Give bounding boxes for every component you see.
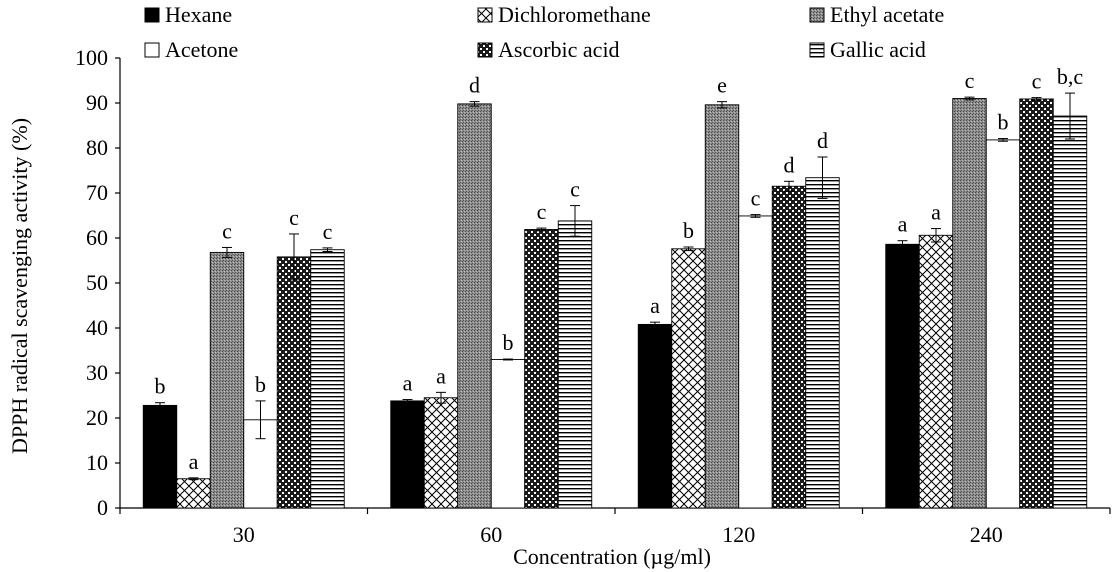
significance-label: b xyxy=(998,110,1009,135)
significance-label: a xyxy=(436,363,446,388)
bar xyxy=(209,251,245,509)
bar xyxy=(423,397,459,509)
bar xyxy=(524,228,559,509)
legend-swatch xyxy=(144,7,160,23)
legend-swatch xyxy=(477,7,493,23)
bar xyxy=(176,478,211,509)
significance-label: c xyxy=(537,199,547,224)
significance-label: a xyxy=(650,293,660,318)
significance-label: d xyxy=(784,152,795,177)
legend: Hexane Dichloromethane Ethyl acetate Aceton… xyxy=(144,2,944,62)
x-tick-label: 60 xyxy=(480,522,502,547)
bar xyxy=(557,220,593,509)
significance-label: c xyxy=(222,218,232,243)
bar xyxy=(142,404,178,509)
legend-swatch xyxy=(809,42,825,58)
y-tick-label: 0 xyxy=(97,495,108,520)
significance-label: a xyxy=(403,371,413,396)
x-tick-label: 240 xyxy=(970,522,1003,547)
bar xyxy=(310,249,345,509)
y-tick-label: 90 xyxy=(86,90,108,115)
bar xyxy=(738,215,773,509)
significance-label: e xyxy=(717,73,727,98)
legend-swatch xyxy=(144,42,160,58)
y-tick-label: 70 xyxy=(86,180,108,205)
y-tick-label: 60 xyxy=(86,225,108,250)
bar xyxy=(952,98,987,509)
significance-label: a xyxy=(898,212,908,237)
bar xyxy=(671,248,706,509)
y-tick-label: 30 xyxy=(86,360,108,385)
legend-swatch xyxy=(477,42,493,58)
x-tick-label: 120 xyxy=(722,522,755,547)
bar xyxy=(390,400,425,509)
significance-label: c xyxy=(1032,69,1042,94)
bar xyxy=(805,177,840,509)
y-tick-label: 40 xyxy=(86,315,108,340)
x-tick-label: 30 xyxy=(233,522,255,547)
significance-label: c xyxy=(289,205,299,230)
legend-swatch xyxy=(809,7,825,23)
legend-label: Dichloromethane xyxy=(498,2,651,27)
x-axis: 30 60 120 240 xyxy=(119,507,1111,547)
bar xyxy=(1052,115,1088,509)
bar xyxy=(637,323,673,509)
legend-label: Acetone xyxy=(165,37,238,62)
x-axis-title: Concentration (µg/ml) xyxy=(513,544,711,569)
y-tick-label: 20 xyxy=(86,405,108,430)
significance-label: a xyxy=(189,449,199,474)
legend-label: Ascorbic acid xyxy=(498,37,620,62)
bar xyxy=(1019,98,1054,509)
bar xyxy=(985,139,1021,509)
y-axis: 0 10 20 30 40 50 60 70 80 90 100 xyxy=(75,45,121,520)
bar xyxy=(918,234,954,509)
bar xyxy=(771,185,807,509)
bar xyxy=(276,256,312,509)
bar xyxy=(885,243,920,509)
y-tick-label: 100 xyxy=(75,45,108,70)
significance-label: b xyxy=(683,218,694,243)
significance-label: c xyxy=(570,177,580,202)
legend-label: Ethyl acetate xyxy=(830,2,944,27)
y-tick-label: 10 xyxy=(86,450,108,475)
significance-label: d xyxy=(817,128,828,153)
significance-label: c xyxy=(323,219,333,244)
y-tick-label: 80 xyxy=(86,135,108,160)
significance-label: b xyxy=(503,330,514,355)
significance-label: c xyxy=(751,186,761,211)
bar xyxy=(457,103,492,509)
significance-label: b xyxy=(255,372,266,397)
y-axis-title: DPPH radical scavenging activity (%) xyxy=(7,118,32,454)
significance-label: d xyxy=(469,73,480,98)
significance-label: b,c xyxy=(1057,64,1084,89)
bar xyxy=(490,359,526,509)
legend-label: Hexane xyxy=(165,2,232,27)
significance-label: c xyxy=(965,68,975,93)
bar xyxy=(704,104,740,509)
y-tick-label: 50 xyxy=(86,270,108,295)
significance-label: b xyxy=(155,374,166,399)
legend-label: Gallic acid xyxy=(830,37,926,62)
significance-label: a xyxy=(931,200,941,225)
